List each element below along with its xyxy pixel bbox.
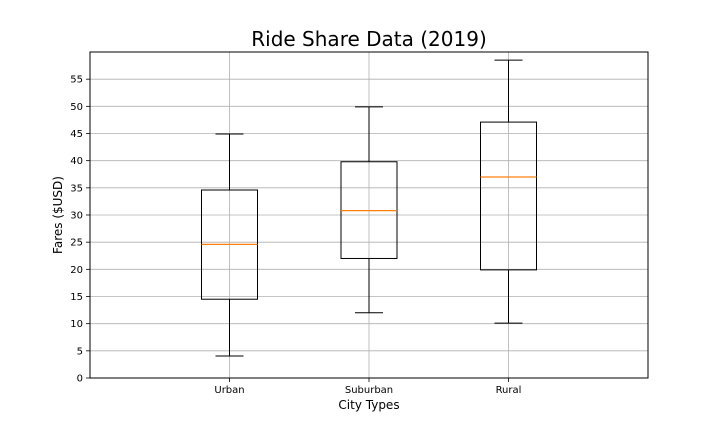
y-tick-label: 50 — [70, 102, 83, 113]
x-tick-label: Rural — [496, 385, 522, 396]
chart-title: Ride Share Data (2019) — [251, 27, 487, 51]
y-tick-label: 35 — [70, 183, 83, 194]
x-axis-label: City Types — [338, 398, 399, 412]
x-tick-label: Suburban — [345, 385, 393, 396]
y-axis-label: Fares ($USD) — [51, 176, 65, 254]
y-tick-label: 45 — [70, 129, 83, 140]
y-tick-label: 10 — [70, 319, 83, 330]
y-tick-label: 40 — [70, 156, 83, 167]
y-tick-label: 0 — [77, 374, 83, 385]
y-tick-label: 55 — [70, 75, 83, 86]
y-tick-label: 5 — [77, 346, 83, 357]
y-tick-label: 30 — [70, 211, 83, 222]
y-tick-label: 20 — [70, 265, 83, 276]
y-tick-label: 15 — [70, 292, 83, 303]
x-tick-label: Urban — [214, 385, 244, 396]
y-tick-label: 25 — [70, 238, 83, 249]
